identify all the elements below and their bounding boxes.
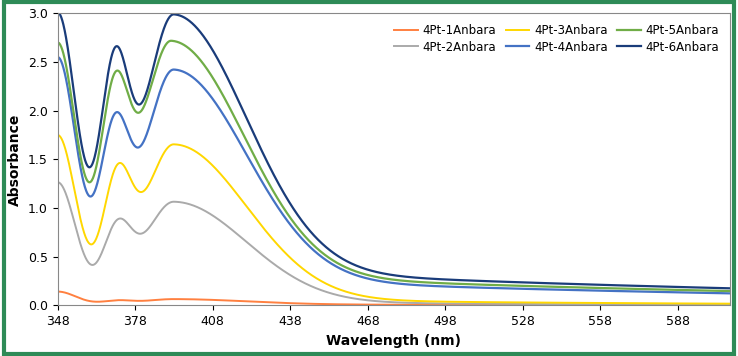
4Pt-1Anbara	[380, 303, 389, 307]
4Pt-5Anbara	[706, 288, 714, 293]
4Pt-3Anbara	[380, 297, 389, 301]
Y-axis label: Absorbance: Absorbance	[8, 113, 22, 205]
4Pt-2Anbara	[582, 302, 591, 307]
4Pt-6Anbara	[725, 286, 734, 290]
4Pt-1Anbara	[706, 303, 714, 307]
4Pt-5Anbara	[583, 286, 592, 290]
4Pt-4Anbara	[53, 55, 62, 59]
4Pt-4Anbara	[706, 291, 714, 295]
4Pt-4Anbara	[582, 288, 591, 293]
Legend: 4Pt-1Anbara, 4Pt-2Anbara, 4Pt-3Anbara, 4Pt-4Anbara, 4Pt-5Anbara, 4Pt-6Anbara: 4Pt-1Anbara, 4Pt-2Anbara, 4Pt-3Anbara, 4…	[390, 19, 724, 58]
4Pt-3Anbara	[53, 133, 62, 137]
4Pt-2Anbara	[706, 303, 714, 307]
4Pt-1Anbara	[725, 303, 734, 307]
4Pt-6Anbara	[53, 10, 62, 14]
4Pt-3Anbara	[706, 302, 714, 306]
4Pt-5Anbara	[380, 276, 389, 281]
Line: 4Pt-2Anbara: 4Pt-2Anbara	[58, 182, 730, 305]
4Pt-3Anbara	[725, 302, 734, 306]
4Pt-6Anbara	[380, 272, 389, 276]
4Pt-1Anbara	[53, 289, 62, 294]
4Pt-6Anbara	[706, 286, 714, 290]
X-axis label: Wavelength (nm): Wavelength (nm)	[326, 334, 461, 348]
4Pt-2Anbara	[53, 180, 62, 184]
4Pt-6Anbara	[706, 286, 714, 290]
4Pt-4Anbara	[706, 291, 714, 295]
4Pt-5Anbara	[167, 38, 176, 43]
4Pt-5Anbara	[53, 40, 62, 44]
4Pt-5Anbara	[362, 273, 371, 277]
4Pt-1Anbara	[706, 303, 714, 307]
4Pt-2Anbara	[380, 300, 389, 304]
4Pt-1Anbara	[88, 299, 97, 304]
4Pt-3Anbara	[88, 242, 97, 246]
4Pt-6Anbara	[88, 163, 97, 167]
4Pt-2Anbara	[362, 298, 371, 302]
4Pt-3Anbara	[706, 302, 714, 306]
4Pt-6Anbara	[362, 267, 371, 271]
4Pt-2Anbara	[706, 303, 714, 307]
4Pt-5Anbara	[725, 289, 734, 293]
4Pt-6Anbara	[582, 282, 591, 287]
Line: 4Pt-3Anbara: 4Pt-3Anbara	[58, 135, 730, 304]
4Pt-4Anbara	[362, 276, 371, 281]
Line: 4Pt-6Anbara: 4Pt-6Anbara	[58, 12, 730, 288]
4Pt-5Anbara	[88, 178, 97, 182]
4Pt-5Anbara	[706, 288, 715, 293]
4Pt-3Anbara	[582, 301, 591, 305]
Line: 4Pt-5Anbara: 4Pt-5Anbara	[58, 41, 730, 291]
4Pt-2Anbara	[88, 263, 97, 267]
4Pt-1Anbara	[362, 303, 371, 307]
4Pt-4Anbara	[725, 291, 734, 295]
4Pt-1Anbara	[582, 303, 591, 307]
4Pt-3Anbara	[362, 294, 371, 299]
4Pt-4Anbara	[380, 280, 389, 284]
4Pt-4Anbara	[88, 194, 97, 198]
4Pt-2Anbara	[725, 303, 734, 307]
Line: 4Pt-1Anbara: 4Pt-1Anbara	[58, 292, 730, 305]
Line: 4Pt-4Anbara: 4Pt-4Anbara	[58, 57, 730, 293]
